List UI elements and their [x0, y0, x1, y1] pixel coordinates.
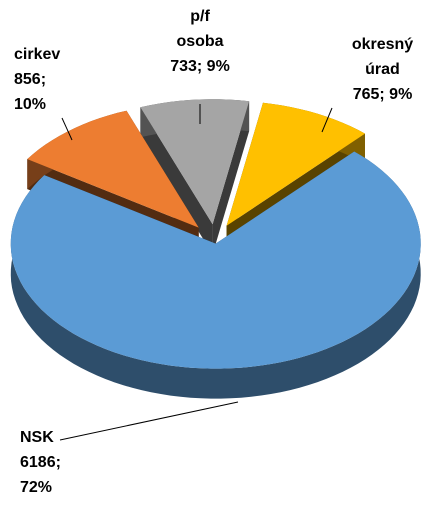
data-label: NSK 6186; 72%: [20, 425, 80, 500]
slice: [10, 151, 421, 369]
category-label: p/f osoba: [176, 8, 224, 50]
data-label: cirkev 856; 10%: [14, 42, 74, 117]
category-label: okresný úrad: [351, 36, 414, 78]
value-label: 733; 9%: [170, 58, 230, 75]
data-label: p/f osoba 733; 9%: [150, 4, 250, 79]
value-label: 765; 9%: [352, 86, 413, 103]
slice-side: [212, 101, 250, 255]
category-label: cirkev: [14, 46, 61, 63]
data-label: okresný úrad 765; 9%: [335, 32, 430, 107]
category-label: NSK: [20, 429, 54, 446]
value-label: 856; 10%: [14, 71, 47, 113]
slice-side: [140, 107, 213, 255]
slice: [226, 102, 365, 226]
slice: [140, 99, 250, 225]
leader-line: [61, 117, 73, 141]
leader-line: [59, 401, 239, 441]
slice: [27, 110, 199, 228]
leader-line: [321, 107, 333, 133]
value-label: 6186; 72%: [20, 454, 61, 496]
